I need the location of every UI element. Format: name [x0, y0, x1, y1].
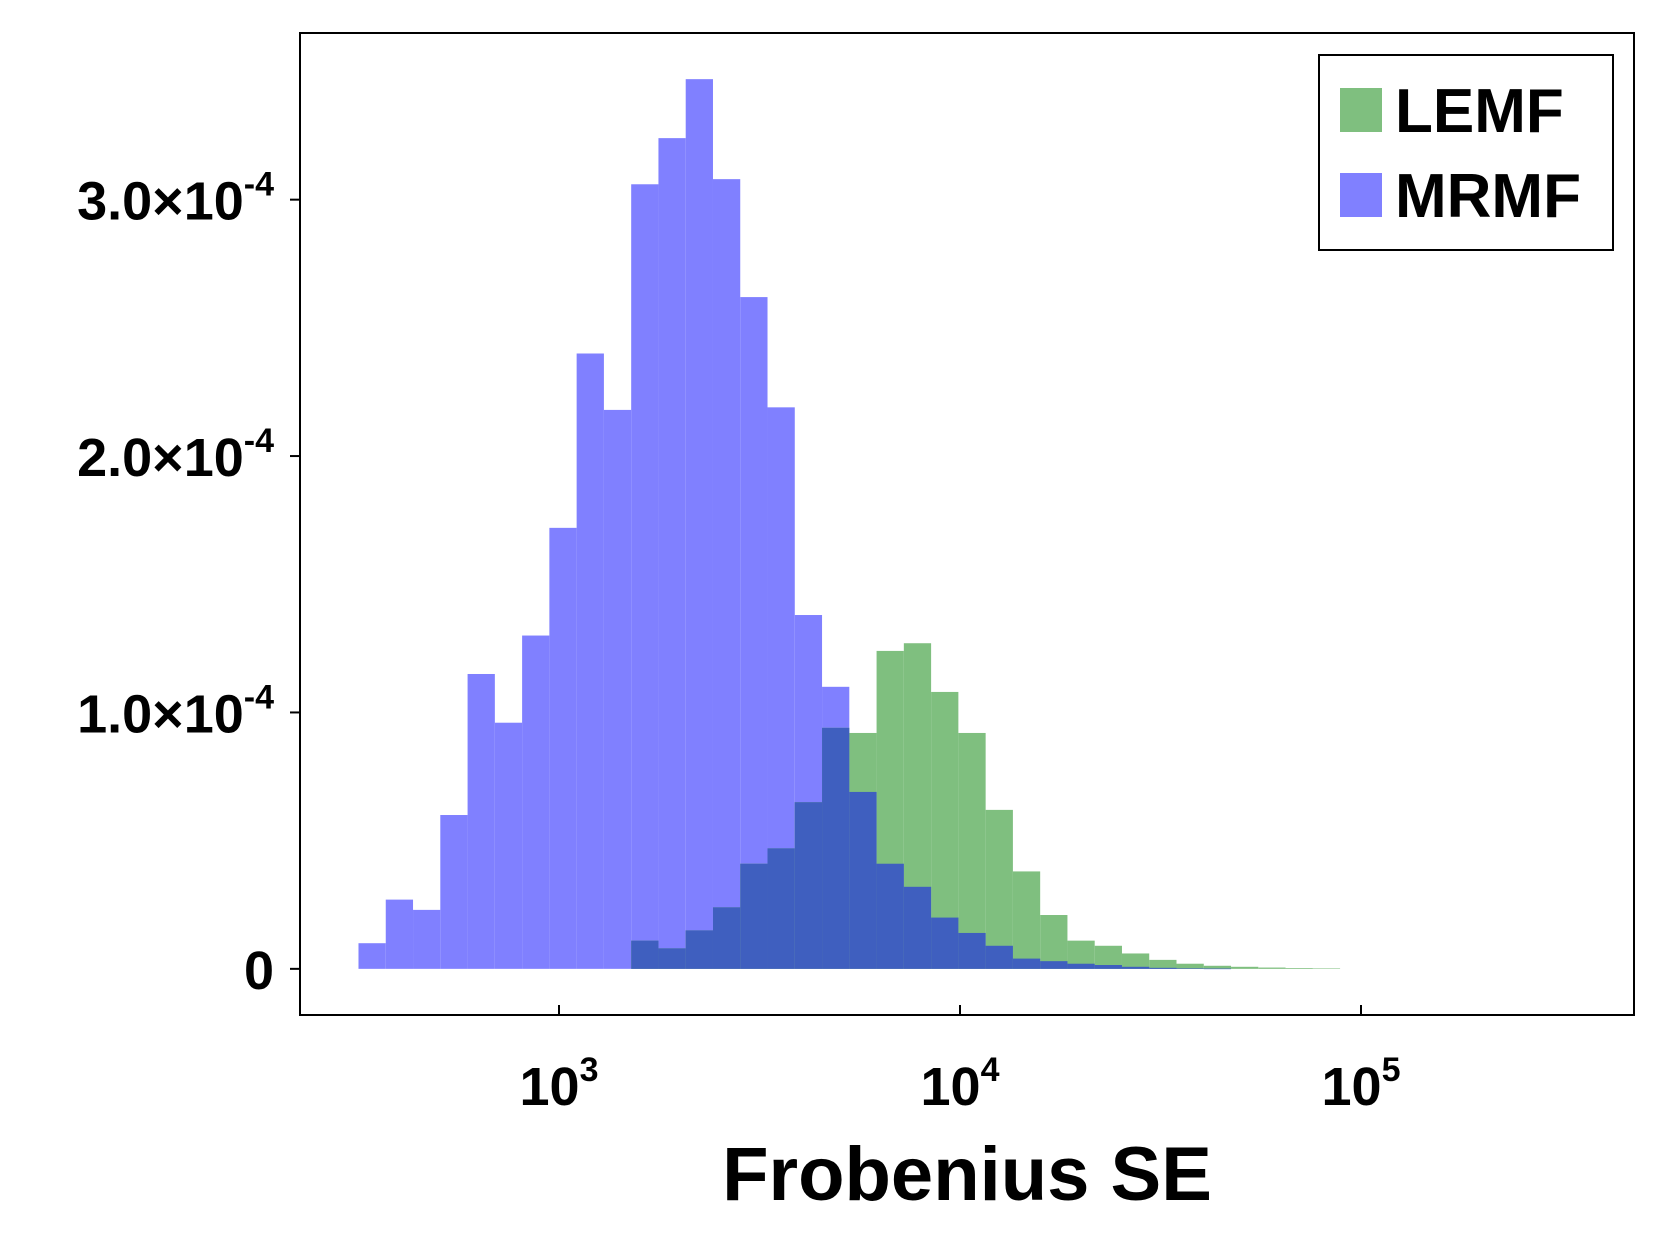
lemf-bar — [1121, 953, 1150, 969]
mrmf-bar — [358, 943, 386, 969]
lemf-bar — [1040, 915, 1068, 969]
mrmf-bar — [440, 815, 468, 969]
overlap-bar — [658, 948, 686, 969]
lemf-bar — [1285, 968, 1313, 969]
overlap-bar — [822, 727, 850, 969]
overlap-bar — [740, 863, 768, 969]
overlap-bar — [876, 863, 904, 969]
mrmf-bar — [549, 527, 577, 969]
y-tick-label: 3.0×10-4 — [77, 166, 274, 232]
lemf-bar — [1149, 959, 1177, 969]
overlap-bar — [1203, 968, 1232, 970]
lemf-bar — [1203, 965, 1232, 969]
x-axis-ticks: 103 104 105 — [520, 1005, 1401, 1117]
mrmf-bar — [740, 297, 768, 969]
mrmf-bar — [658, 138, 686, 969]
overlap-bar — [1040, 961, 1068, 969]
lemf-bar — [958, 732, 986, 969]
legend-box — [1318, 54, 1614, 251]
mrmf-bar — [685, 79, 713, 969]
legend-swatch-lemf — [1340, 88, 1382, 132]
overlap-bar — [985, 945, 1013, 969]
overlap-bar — [849, 791, 877, 969]
mrmf-bars — [358, 79, 1232, 970]
x-tick-label: 104 — [921, 1051, 1000, 1117]
mrmf-bar — [385, 899, 414, 969]
lemf-bar — [985, 809, 1013, 969]
plot-frame — [299, 32, 1635, 1016]
mrmf-bar — [576, 353, 604, 969]
overlap-bar — [1149, 967, 1177, 969]
legend: LEMF MRMF — [1318, 54, 1614, 251]
overlap-bar — [794, 802, 823, 969]
y-axis-ticks: 0 1.0×10-4 2.0×10-4 3.0×10-4 — [77, 166, 300, 1001]
lemf-bar — [1176, 963, 1204, 969]
y-tick-label: 0 — [244, 941, 274, 1001]
x-tick-label: 105 — [1322, 1051, 1401, 1117]
lemf-bar — [1094, 945, 1122, 969]
overlap-bar — [1094, 965, 1122, 969]
overlap-bar — [712, 907, 741, 969]
mrmf-bar — [467, 673, 495, 969]
x-tick-label: 103 — [520, 1051, 599, 1117]
lemf-bar — [1258, 967, 1286, 969]
overlap-bar — [1012, 958, 1041, 969]
overlap-bars — [631, 727, 1232, 970]
overlap-bar — [631, 940, 659, 969]
mrmf-bar — [413, 909, 441, 969]
overlap-bar — [1176, 968, 1204, 969]
mrmf-bar — [603, 409, 632, 969]
x-axis-title: Frobenius SE — [722, 1132, 1212, 1217]
overlap-bar — [685, 930, 713, 969]
mrmf-bar — [522, 635, 550, 969]
legend-label-mrmf: MRMF — [1395, 162, 1581, 231]
mrmf-bar — [712, 179, 741, 969]
overlap-bar — [1067, 963, 1095, 969]
overlap-bar — [931, 917, 959, 969]
lemf-bar — [1312, 968, 1341, 969]
lemf-bar — [1012, 871, 1041, 969]
lemf-bar — [1231, 966, 1259, 969]
overlap-bar — [903, 886, 932, 969]
mrmf-bar — [631, 184, 659, 969]
overlap-bar — [767, 848, 795, 969]
legend-label-lemf: LEMF — [1395, 77, 1564, 146]
mrmf-bar — [494, 722, 523, 969]
y-tick-label: 2.0×10-4 — [77, 422, 274, 488]
overlap-bar — [958, 932, 986, 969]
overlap-bar — [1121, 966, 1150, 969]
legend-swatch-mrmf — [1340, 173, 1382, 217]
y-tick-label: 1.0×10-4 — [77, 678, 274, 744]
